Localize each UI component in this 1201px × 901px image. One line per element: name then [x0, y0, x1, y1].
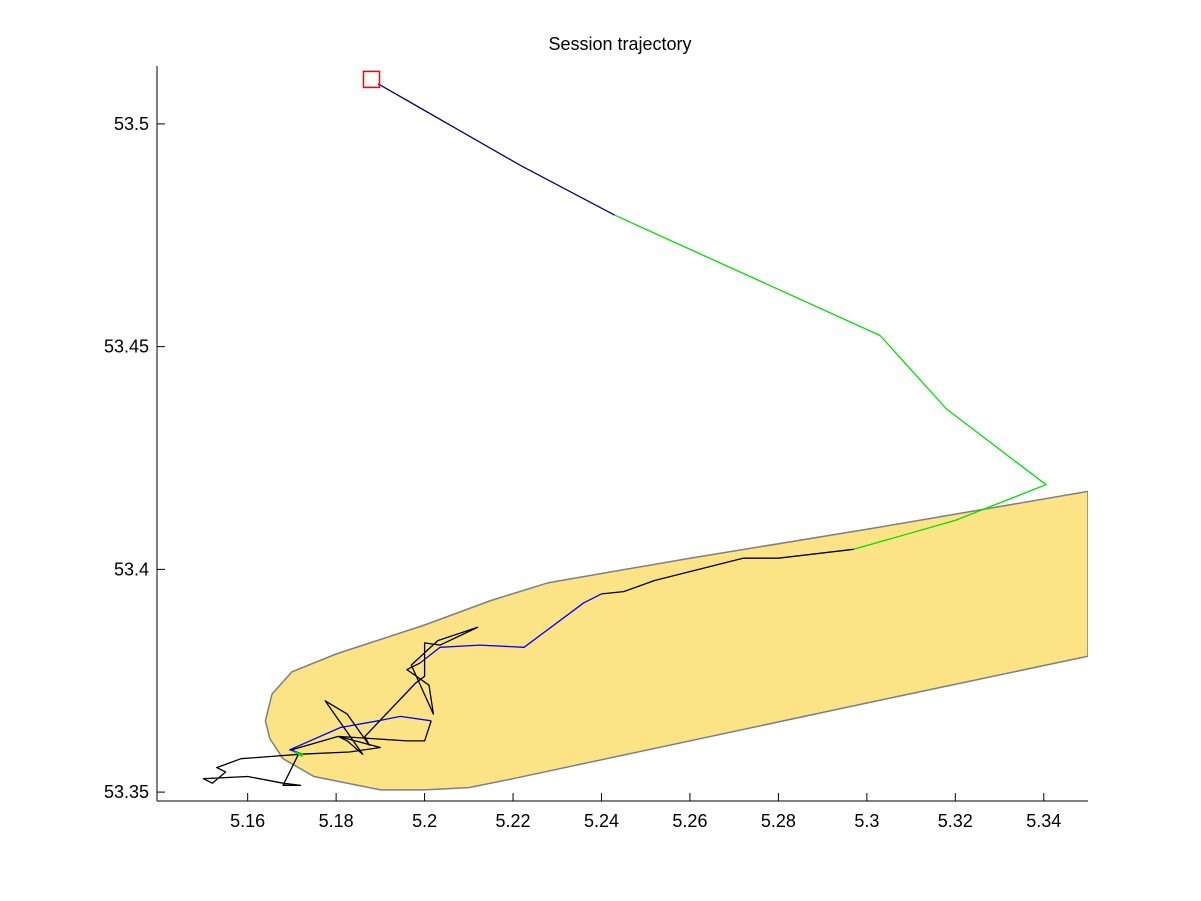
x-tick-label: 5.2: [412, 811, 437, 831]
trajectory-series: [202, 83, 1047, 787]
trajectory-segment-6: [289, 715, 432, 755]
x-tick-label: 5.28: [761, 811, 796, 831]
trajectory-segment-1: [377, 83, 616, 216]
y-tick-label: 53.45: [104, 337, 149, 357]
trajectory-segment-5: [202, 626, 479, 787]
x-tick-label: 5.18: [319, 811, 354, 831]
start-marker: [362, 70, 381, 89]
trajectory-segment-2: [614, 214, 1047, 550]
trajectory-segment-4: [419, 593, 602, 664]
chart-title: Session trajectory: [548, 34, 691, 54]
axes: 5.16 5.18 5.2 5.22 5.24 5.26 5.28 5.3 5.32 5.34 5…: [104, 66, 1088, 831]
x-tick-label: 5.32: [938, 811, 973, 831]
x-tick-label: 5.26: [672, 811, 707, 831]
x-tick-label: 5.24: [584, 811, 619, 831]
x-tick-label: 5.34: [1026, 811, 1061, 831]
y-axis-ticks: 53.35 53.4 53.45 53.5: [104, 114, 165, 802]
plot-area: [202, 70, 1088, 791]
x-tick-label: 5.22: [496, 811, 531, 831]
y-tick-label: 53.4: [114, 559, 149, 579]
trajectory-segment-3: [601, 548, 854, 595]
study-area-region: [264, 490, 1088, 791]
y-tick-label: 53.5: [114, 114, 149, 134]
x-tick-label: 5.3: [854, 811, 879, 831]
trajectory-segment-7: [293, 751, 304, 758]
y-tick-label: 53.35: [104, 782, 149, 802]
x-tick-label: 5.16: [230, 811, 265, 831]
x-axis-ticks: 5.16 5.18 5.2 5.22 5.24 5.26 5.28 5.3 5.32 5.34: [230, 793, 1061, 831]
